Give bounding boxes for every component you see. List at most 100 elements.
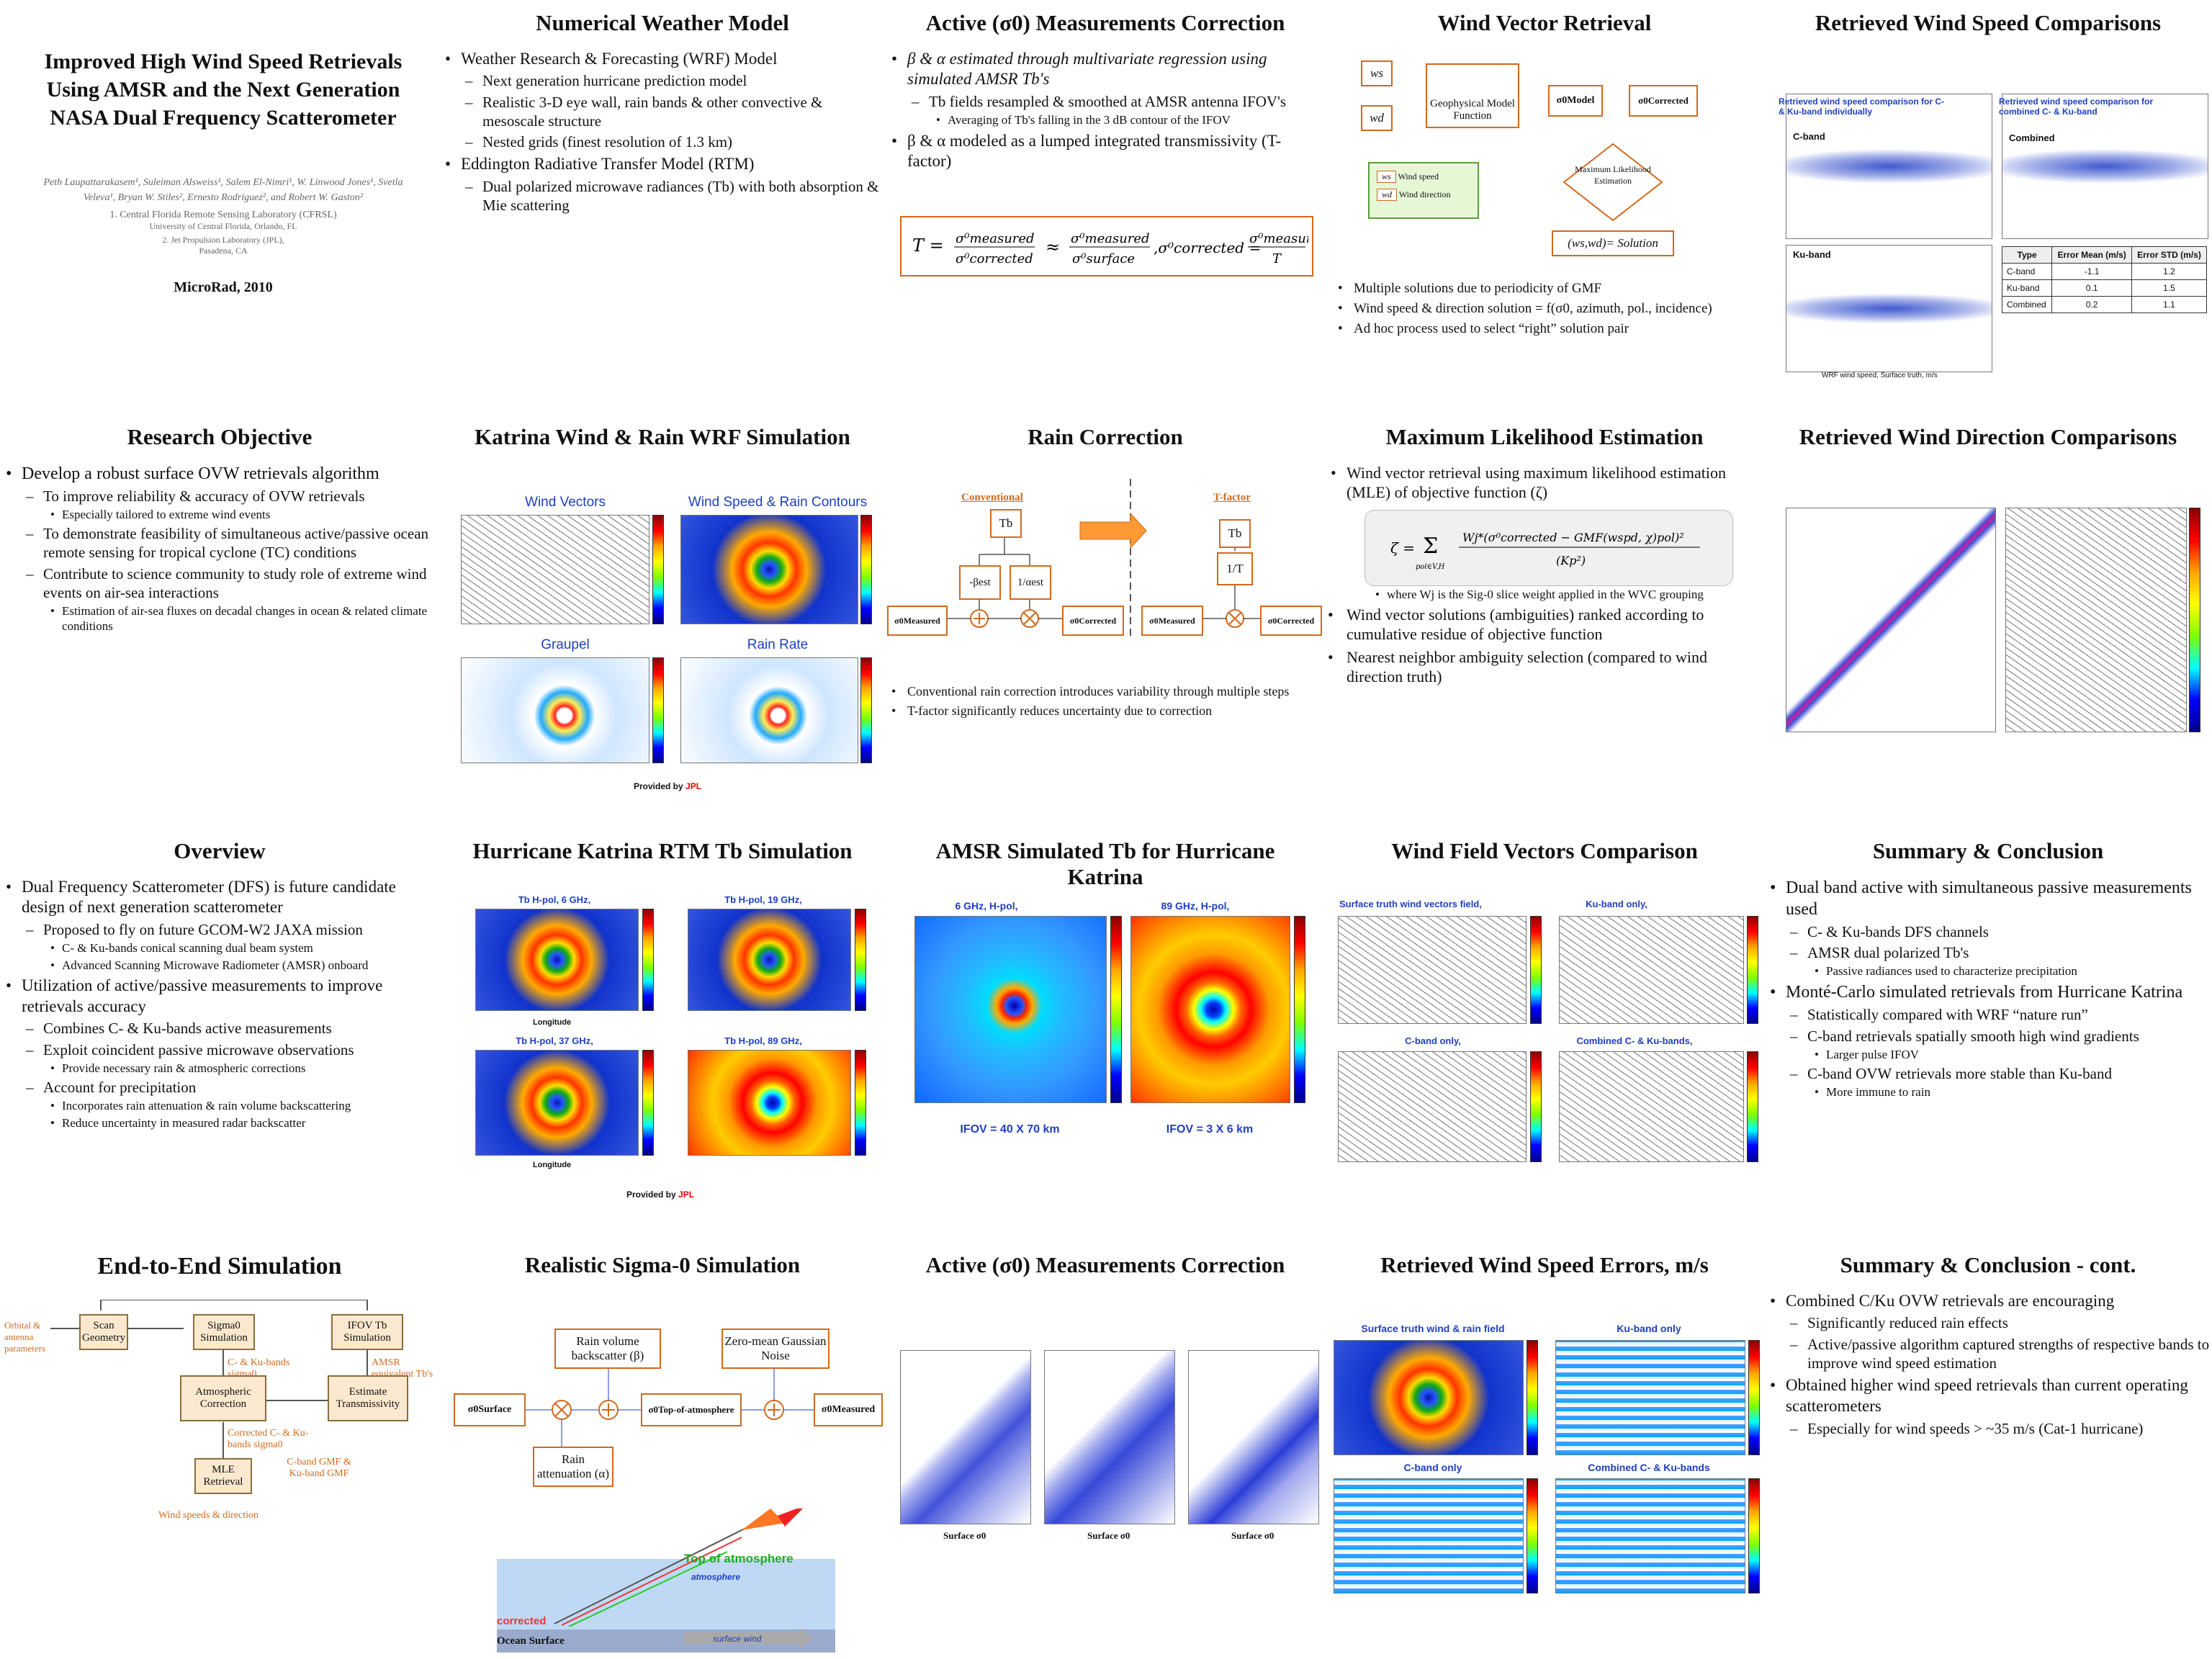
bullet: Obtained higher wind speed retrievals th…: [1786, 1376, 2188, 1415]
sub-bullet: Statistically compared with WRF “nature …: [1790, 1005, 2212, 1025]
sigma-measured-box: σ0Measured: [887, 606, 948, 636]
equation-graphic: T = σ⁰measured σ⁰corrected ≈ σ⁰measured …: [912, 231, 1308, 266]
jpl-label: JPL: [678, 1190, 695, 1200]
tb-box-conv: Tb: [990, 509, 1022, 538]
colorbar: [855, 909, 866, 1011]
sub-bullet: Especially for wind speeds > ~35 m/s (Ca…: [1790, 1419, 2212, 1439]
mle-equation: ζ = Σ pol∈V,H Wj*(σ⁰corrected − GMF(wspd…: [1364, 509, 1733, 586]
active-correction-scatter-panel: Active (σ0) Measurements Correction Surf…: [886, 1242, 1325, 1659]
wind-speed-comparisons-panel: Retrieved Wind Speed Comparisons Retriev…: [1764, 0, 2212, 403]
sigma-model-box: σ0Model: [1548, 85, 1603, 117]
cell: 0.2: [2051, 296, 2133, 313]
legend-ws: Wind speed: [1398, 171, 1439, 181]
wind-speed-errors-panel: Retrieved Wind Speed Errors, m/s Surface…: [1325, 1242, 1764, 1659]
sigma-measured-box-2: σ0Measured: [1141, 606, 1203, 636]
caption-c-band: C-band only: [1403, 1462, 1462, 1473]
rain-rate-map: [680, 657, 858, 763]
sub-bullet: To improve reliability & accuracy of OVW…: [43, 487, 365, 505]
sigma0-flow-diagram: [526, 1369, 814, 1447]
cell: C-band: [2001, 263, 2053, 280]
ku-band-map: [1559, 916, 1744, 1024]
caption-ku-band: Ku-band only,: [1586, 899, 1647, 909]
cell: Combined: [2001, 296, 2053, 313]
tb-19ghz-map: [688, 909, 851, 1011]
provided-by: Provided by JPL: [634, 781, 701, 791]
ws-box: ws: [1361, 60, 1393, 86]
graupel-map: [461, 657, 649, 763]
svg-text:(Kp²): (Kp²): [1556, 554, 1586, 567]
wind-speed-rain-map: [680, 515, 858, 624]
panel-title: AMSR Simulated Tb for Hurricane Katrina: [935, 838, 1275, 889]
caption-surface-truth: Surface truth wind & rain field: [1361, 1323, 1505, 1334]
xlabel: Longitude: [533, 1018, 572, 1027]
cell: 1.1: [2131, 296, 2207, 313]
rain-correction-panel: Rain Correction Conventional T-factor Tb…: [886, 414, 1325, 817]
label-combined: Combined: [2009, 132, 2055, 143]
jpl-label: JPL: [685, 781, 702, 791]
corrected-label: Corrected C- & Ku-bands sigma0: [228, 1428, 309, 1450]
mle-label: Maximum Likelihood Estimation: [1575, 164, 1651, 186]
sub-bullet: Account for precipitation: [43, 1079, 197, 1097]
sigma0-simulation-panel: Realistic Sigma-0 Simulation Rain volume…: [439, 1242, 886, 1659]
bullet: Conventional rain correction introduces …: [891, 683, 1325, 700]
sub-sub-bullet: Incorporates rain attenuation & rain vol…: [50, 1098, 439, 1114]
wd-box: wd: [1361, 105, 1393, 131]
label-top-atmosphere: Top of atmosphere: [684, 1552, 793, 1565]
th-type: Type: [2001, 246, 2053, 264]
sub-bullet: Next generation hurricane prediction mod…: [465, 71, 886, 91]
attenuation-box: Rain attenuation (α): [533, 1447, 613, 1487]
bullet: Wind speed & direction solution = f(σ0, …: [1338, 300, 1764, 318]
tb-box-tfactor: Tb: [1219, 519, 1251, 548]
sub-bullet: Nested grids (finest resolution of 1.3 k…: [465, 132, 886, 152]
gmf-label: C-band GMF & Ku-band GMF: [287, 1457, 351, 1479]
direction-scatter: [1786, 508, 1996, 732]
svg-text:,σ⁰corrected =: ,σ⁰corrected =: [1154, 239, 1261, 256]
ifov-89ghz: IFOV = 3 X 6 km: [1166, 1123, 1254, 1136]
svg-text:Σ: Σ: [1423, 534, 1438, 559]
panel-title: Research Objective: [127, 424, 313, 449]
caption-ku-band: Ku-band only: [1617, 1323, 1681, 1334]
cell: -1.1: [2051, 263, 2133, 280]
caption-37ghz: Tb H-pol, 37 GHz,: [516, 1035, 593, 1046]
caption-89ghz: Tb H-pol, 89 GHz,: [724, 1035, 802, 1046]
panel-title: Wind Vector Retrieval: [1437, 10, 1652, 35]
scatter-conventional: [1044, 1350, 1175, 1524]
panel-title: Katrina Wind & Rain WRF Simulation: [475, 424, 850, 449]
bullet: Nearest neighbor ambiguity selection (co…: [1328, 647, 1764, 687]
sub-sub-bullet: Especially tailored to extreme wind even…: [50, 507, 439, 523]
table-row: Ku-band 0.1 1.5: [2001, 279, 2207, 297]
svg-text:pol∈V,H: pol∈V,H: [1416, 563, 1445, 571]
panel-title: Active (σ0) Measurements Correction: [925, 1252, 1285, 1277]
tb-89ghz-map: [688, 1050, 851, 1156]
sub-sub-bullet: Estimation of air-sea fluxes on decadal …: [50, 603, 439, 634]
authors: Peth Laupattarakasem¹, Suleiman Alsweiss…: [43, 177, 403, 203]
mle-retrieval-box: MLE Retrieval: [194, 1458, 252, 1494]
caption-combined: Combined C- & Ku-bands,: [1576, 1035, 1693, 1046]
mle-equation-graphic: ζ = Σ pol∈V,H Wj*(σ⁰corrected − GMF(wspd…: [1390, 531, 1700, 571]
summary-panel: Summary & Conclusion Dual band active wi…: [1764, 828, 2212, 1231]
sub-bullet: Active/passive algorithm captured streng…: [1790, 1335, 2212, 1373]
panel-title: Retrieved Wind Direction Comparisons: [1799, 424, 2177, 449]
panel-title: Summary & Conclusion: [1872, 838, 2104, 863]
provided-label: Provided by: [634, 781, 683, 791]
colorbar: [1527, 1340, 1538, 1455]
svg-text:T: T: [1272, 251, 1282, 266]
bullet: T-factor significantly reduces uncertain…: [891, 703, 1325, 719]
sigma-corrected-box: σ0Corrected: [1062, 606, 1124, 636]
numerical-weather-model-panel: Numerical Weather Model Weather Research…: [439, 0, 886, 403]
svg-text:ζ =: ζ =: [1390, 539, 1415, 557]
legend-wd-tag: wd: [1377, 189, 1398, 201]
caption-combined: Retrieved wind speed comparison for comb…: [1999, 96, 2154, 117]
cell: 1.5: [2131, 279, 2207, 297]
label-surface-wind: surface wind: [713, 1634, 762, 1644]
colorbar: [855, 1050, 866, 1156]
tb-6ghz-map: [475, 909, 639, 1011]
noise-box: Zero-mean Gaussian Noise: [721, 1328, 830, 1369]
scatter-c-band: [1786, 94, 1992, 239]
equation-note: where Wj is the Sig-0 slice weight appli…: [1375, 588, 1764, 602]
e2e-diagram-lines: [50, 1300, 368, 1458]
sub-sub-bullet: Advanced Scanning Microwave Radiometer (…: [50, 958, 439, 974]
caption-6ghz: 6 GHz, H-pol,: [955, 900, 1018, 912]
rain-volume-box: Rain volume backscatter (β): [554, 1328, 661, 1369]
bullet: Combined C/Ku OVW retrievals are encoura…: [1786, 1291, 2115, 1310]
